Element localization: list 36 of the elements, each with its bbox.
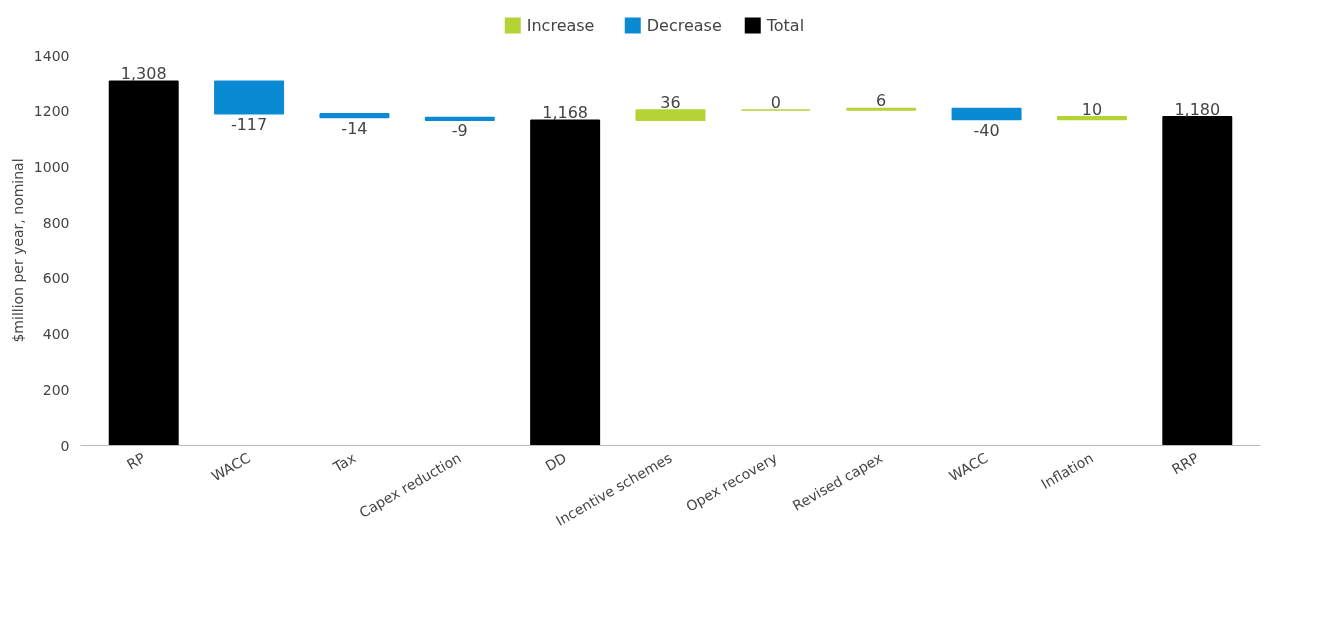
bar [319, 112, 390, 119]
x-tick-label: DD [542, 449, 570, 475]
bar [214, 80, 285, 115]
bar [951, 107, 1022, 121]
legend-label: Total [765, 16, 805, 35]
bar [108, 80, 179, 446]
bar [1162, 116, 1233, 446]
legend-label: Increase [526, 16, 595, 35]
x-tick-label: RP [123, 449, 148, 473]
y-tick-label: 1400 [33, 47, 70, 64]
y-tick-label: 200 [42, 381, 70, 398]
bar [635, 109, 706, 121]
data-label: 10 [1081, 99, 1103, 119]
data-label: 1,180 [1174, 99, 1221, 119]
y-tick-label: 600 [42, 270, 70, 287]
y-axis-title: $million per year, nominal [9, 158, 26, 343]
y-tick-label: 400 [42, 326, 70, 343]
bar [424, 116, 495, 121]
x-tick-label: RRP [1169, 449, 1202, 478]
data-label: -40 [973, 120, 1000, 140]
data-label: -14 [341, 118, 368, 138]
data-label: 36 [660, 93, 681, 113]
x-tick-label: Tax [329, 449, 359, 476]
data-label: 1,308 [120, 64, 167, 84]
legend-label: Decrease [646, 16, 722, 35]
y-tick-label: 0 [60, 437, 70, 454]
data-label: 0 [770, 93, 781, 113]
bar [530, 119, 601, 446]
y-tick-label: 1200 [33, 103, 70, 120]
data-label: -9 [451, 121, 468, 141]
y-tick-label: 1000 [33, 158, 70, 175]
data-label: 1,168 [542, 103, 589, 123]
y-tick-label: 800 [42, 214, 70, 231]
data-label: -117 [230, 114, 268, 134]
bar [1056, 116, 1127, 121]
data-label: 6 [876, 91, 887, 111]
